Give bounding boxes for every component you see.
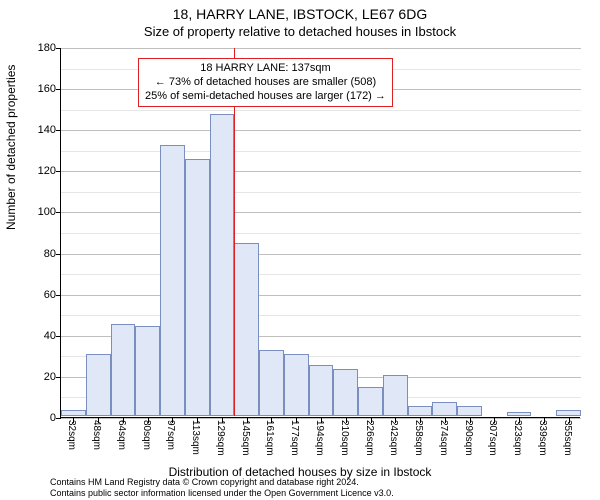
- histogram-bar: [234, 243, 259, 416]
- gridline: [61, 212, 581, 213]
- histogram-bar: [432, 402, 457, 416]
- xtick-label: 113sqm: [190, 420, 201, 455]
- xtick-label: 355sqm: [562, 420, 573, 456]
- xtick-label: 32sqm: [66, 420, 77, 450]
- histogram-bar: [358, 387, 383, 416]
- ytick-label: 80: [16, 248, 56, 260]
- ytick-label: 140: [16, 124, 56, 136]
- histogram-bar: [284, 354, 309, 416]
- ytick-label: 20: [16, 371, 56, 383]
- histogram-bar: [210, 114, 235, 416]
- xtick-label: 210sqm: [339, 420, 350, 456]
- histogram-bar: [309, 365, 334, 416]
- ytick-mark: [56, 89, 61, 90]
- xtick-label: 307sqm: [487, 420, 498, 456]
- gridline-minor: [61, 151, 581, 152]
- footer-line2: Contains public sector information licen…: [50, 488, 394, 498]
- xtick-label: 274sqm: [438, 420, 449, 456]
- gridline: [61, 295, 581, 296]
- histogram-plot: 02040608010012014016018032sqm48sqm64sqm8…: [60, 48, 580, 418]
- ytick-label: 0: [16, 412, 56, 424]
- ytick-mark: [56, 130, 61, 131]
- histogram-bar: [135, 326, 160, 416]
- gridline-minor: [61, 274, 581, 275]
- ytick-mark: [56, 48, 61, 49]
- xtick-label: 177sqm: [289, 420, 300, 456]
- histogram-bar: [556, 410, 581, 416]
- xtick-label: 161sqm: [264, 420, 275, 456]
- xtick-label: 290sqm: [463, 420, 474, 456]
- annotation-line: 18 HARRY LANE: 137sqm: [145, 62, 386, 76]
- xtick-label: 48sqm: [91, 420, 102, 450]
- ytick-mark: [56, 212, 61, 213]
- xtick-label: 226sqm: [364, 420, 375, 456]
- footer-line1: Contains HM Land Registry data © Crown c…: [50, 477, 394, 487]
- histogram-bar: [383, 375, 408, 416]
- gridline-minor: [61, 315, 581, 316]
- annotation-box: 18 HARRY LANE: 137sqm← 73% of detached h…: [138, 58, 393, 107]
- histogram-bar: [160, 145, 185, 416]
- gridline: [61, 48, 581, 49]
- xtick-label: 145sqm: [240, 420, 251, 456]
- xtick-label: 97sqm: [165, 420, 176, 450]
- histogram-bar: [408, 406, 433, 416]
- gridline: [61, 254, 581, 255]
- histogram-bar: [86, 354, 111, 416]
- histogram-bar: [457, 406, 482, 416]
- ytick-label: 120: [16, 165, 56, 177]
- chart-title-line2: Size of property relative to detached ho…: [0, 24, 600, 39]
- plot-area: 02040608010012014016018032sqm48sqm64sqm8…: [60, 48, 580, 418]
- ytick-label: 160: [16, 83, 56, 95]
- gridline-minor: [61, 192, 581, 193]
- ytick-label: 60: [16, 289, 56, 301]
- footer-attribution: Contains HM Land Registry data © Crown c…: [50, 477, 394, 498]
- xtick-label: 339sqm: [537, 420, 548, 456]
- gridline: [61, 130, 581, 131]
- gridline: [61, 171, 581, 172]
- xtick-label: 323sqm: [512, 420, 523, 456]
- histogram-bar: [507, 412, 532, 416]
- ytick-mark: [56, 377, 61, 378]
- gridline-minor: [61, 110, 581, 111]
- histogram-bar: [111, 324, 136, 417]
- xtick-label: 129sqm: [215, 420, 226, 456]
- xtick-label: 80sqm: [141, 420, 152, 450]
- xtick-label: 194sqm: [314, 420, 325, 456]
- histogram-bar: [259, 350, 284, 416]
- annotation-line: ← 73% of detached houses are smaller (50…: [145, 76, 386, 90]
- histogram-bar: [61, 410, 86, 416]
- gridline-minor: [61, 233, 581, 234]
- ytick-mark: [56, 418, 61, 419]
- xtick-label: 242sqm: [388, 420, 399, 456]
- histogram-bar: [185, 159, 210, 416]
- chart-title-line1: 18, HARRY LANE, IBSTOCK, LE67 6DG: [0, 6, 600, 22]
- ytick-mark: [56, 254, 61, 255]
- ytick-label: 180: [16, 42, 56, 54]
- ytick-mark: [56, 336, 61, 337]
- ytick-label: 40: [16, 330, 56, 342]
- histogram-bar: [333, 369, 358, 416]
- ytick-mark: [56, 171, 61, 172]
- xtick-label: 64sqm: [116, 420, 127, 450]
- ytick-mark: [56, 295, 61, 296]
- ytick-label: 100: [16, 206, 56, 218]
- annotation-line: 25% of semi-detached houses are larger (…: [145, 90, 386, 104]
- xtick-label: 258sqm: [413, 420, 424, 456]
